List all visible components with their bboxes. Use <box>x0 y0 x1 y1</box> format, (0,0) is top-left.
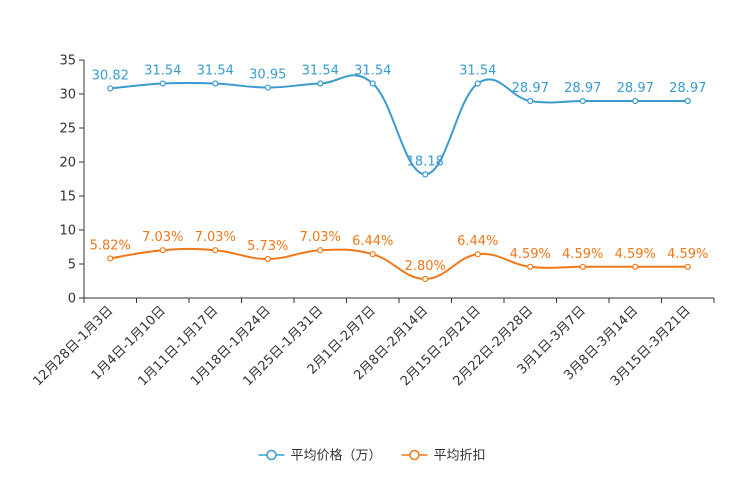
legend[interactable]: 平均价格（万） 平均折扣 <box>258 448 486 464</box>
y-tick-label: 35 <box>59 54 76 69</box>
data-point[interactable] <box>369 251 376 258</box>
data-point[interactable] <box>317 80 324 87</box>
data-point[interactable] <box>159 80 166 87</box>
y-tick-label: 5 <box>68 258 76 273</box>
data-point[interactable] <box>212 247 219 254</box>
legend-marker-icon <box>409 449 420 461</box>
data-point[interactable] <box>369 80 376 87</box>
series-lines <box>107 74 691 283</box>
data-point[interactable] <box>422 275 429 283</box>
data-point[interactable] <box>212 80 219 87</box>
data-label: 28.97 <box>669 81 706 96</box>
data-point[interactable] <box>317 247 324 254</box>
legend-label: 平均折扣 <box>434 449 486 464</box>
y-tick-label: 10 <box>59 224 76 239</box>
y-tick-label: 0 <box>68 292 76 307</box>
data-label: 7.03% <box>300 230 341 245</box>
data-label: 4.59% <box>510 247 551 262</box>
data-point[interactable] <box>107 85 114 92</box>
data-point[interactable] <box>684 263 691 270</box>
data-label: 31.54 <box>459 64 496 79</box>
data-label: 2.80% <box>405 259 446 274</box>
data-point[interactable] <box>264 255 271 263</box>
data-point[interactable] <box>579 97 586 105</box>
data-point[interactable] <box>474 251 481 258</box>
data-label: 7.03% <box>195 230 236 245</box>
data-labels: 30.82 31.54 31.54 30.95 31.54 31.54 18.18 31.54… <box>90 64 709 274</box>
data-point[interactable] <box>579 263 586 270</box>
legend-item-0[interactable]: 平均价格（万） <box>258 448 382 464</box>
data-label: 5.82% <box>90 238 131 253</box>
legend-marker-icon <box>266 449 277 461</box>
data-point[interactable] <box>107 255 114 262</box>
y-tick-label: 15 <box>59 190 76 205</box>
data-label: 4.59% <box>667 247 708 262</box>
data-label: 31.54 <box>354 64 391 79</box>
data-label: 4.59% <box>615 247 656 262</box>
data-label: 4.59% <box>562 247 603 262</box>
data-point[interactable] <box>632 97 639 105</box>
data-label: 30.95 <box>249 68 286 83</box>
axes: 0510152025303512月28日-1月3日1月4日-1月10日1月11日… <box>31 54 715 389</box>
data-point[interactable] <box>684 97 691 105</box>
legend-label: 平均价格（万） <box>290 448 381 464</box>
data-label: 28.97 <box>564 81 601 96</box>
data-label: 6.44% <box>352 234 393 249</box>
data-label: 18.18 <box>407 154 444 169</box>
data-point[interactable] <box>527 263 534 270</box>
data-label: 5.73% <box>247 239 288 254</box>
y-tick-label: 25 <box>59 122 76 137</box>
data-label: 30.82 <box>92 68 129 83</box>
data-point[interactable] <box>264 84 271 91</box>
y-tick-label: 30 <box>59 88 76 103</box>
data-label: 28.97 <box>512 81 549 96</box>
data-label: 6.44% <box>457 234 498 249</box>
data-point[interactable] <box>527 97 534 105</box>
data-label: 31.54 <box>197 64 234 79</box>
data-point[interactable] <box>159 247 166 254</box>
data-point[interactable] <box>474 80 481 87</box>
data-label: 31.54 <box>302 64 339 79</box>
data-point[interactable] <box>422 171 429 178</box>
data-label: 31.54 <box>144 64 181 79</box>
data-point[interactable] <box>632 263 639 270</box>
legend-item-1[interactable]: 平均折扣 <box>401 449 486 464</box>
data-label: 7.03% <box>142 230 183 245</box>
data-label: 28.97 <box>617 81 654 96</box>
y-tick-label: 20 <box>59 156 76 171</box>
